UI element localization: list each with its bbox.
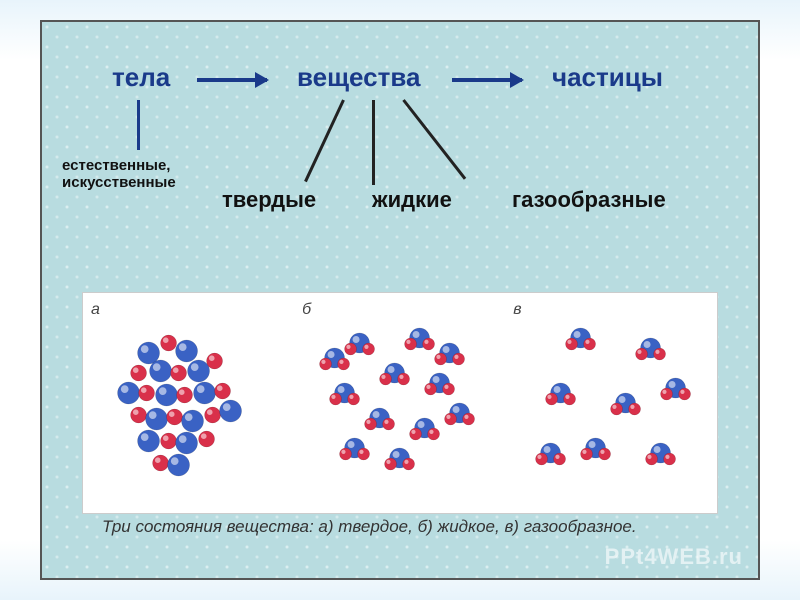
panel-label-v: в bbox=[513, 301, 521, 319]
label-liquid: жидкие bbox=[372, 187, 452, 213]
diagram-gas bbox=[505, 293, 716, 513]
slide-inner: тела вещества частицы естественные, иску… bbox=[40, 20, 760, 580]
states-panel: а б в bbox=[82, 292, 718, 514]
label-bodies: тела bbox=[112, 62, 170, 93]
panel-section-b: б bbox=[294, 293, 505, 513]
watermark: PPt4WEB.ru bbox=[605, 544, 743, 570]
connector-bodies-down bbox=[137, 100, 140, 150]
arrow-substances-particles bbox=[452, 78, 522, 82]
diagram-solid bbox=[83, 293, 294, 513]
connector-gas bbox=[402, 99, 466, 180]
panel-label-b: б bbox=[302, 301, 311, 319]
panel-section-v: в bbox=[505, 293, 716, 513]
panel-label-a: а bbox=[91, 301, 100, 319]
label-gaseous: газообразные bbox=[512, 187, 666, 213]
label-particles: частицы bbox=[552, 62, 663, 93]
diagram-liquid bbox=[294, 293, 505, 513]
states-caption: Три состояния вещества: а) твердое, б) ж… bbox=[82, 517, 718, 537]
label-substances: вещества bbox=[297, 62, 420, 93]
connector-liquid bbox=[372, 100, 375, 185]
label-natural-artificial: естественные, искусственные bbox=[62, 157, 202, 192]
panel-section-a: а bbox=[83, 293, 294, 513]
arrow-bodies-substances bbox=[197, 78, 267, 82]
slide-outer: тела вещества частицы естественные, иску… bbox=[0, 0, 800, 600]
connector-solid bbox=[304, 99, 345, 182]
label-solid: твердые bbox=[222, 187, 316, 213]
